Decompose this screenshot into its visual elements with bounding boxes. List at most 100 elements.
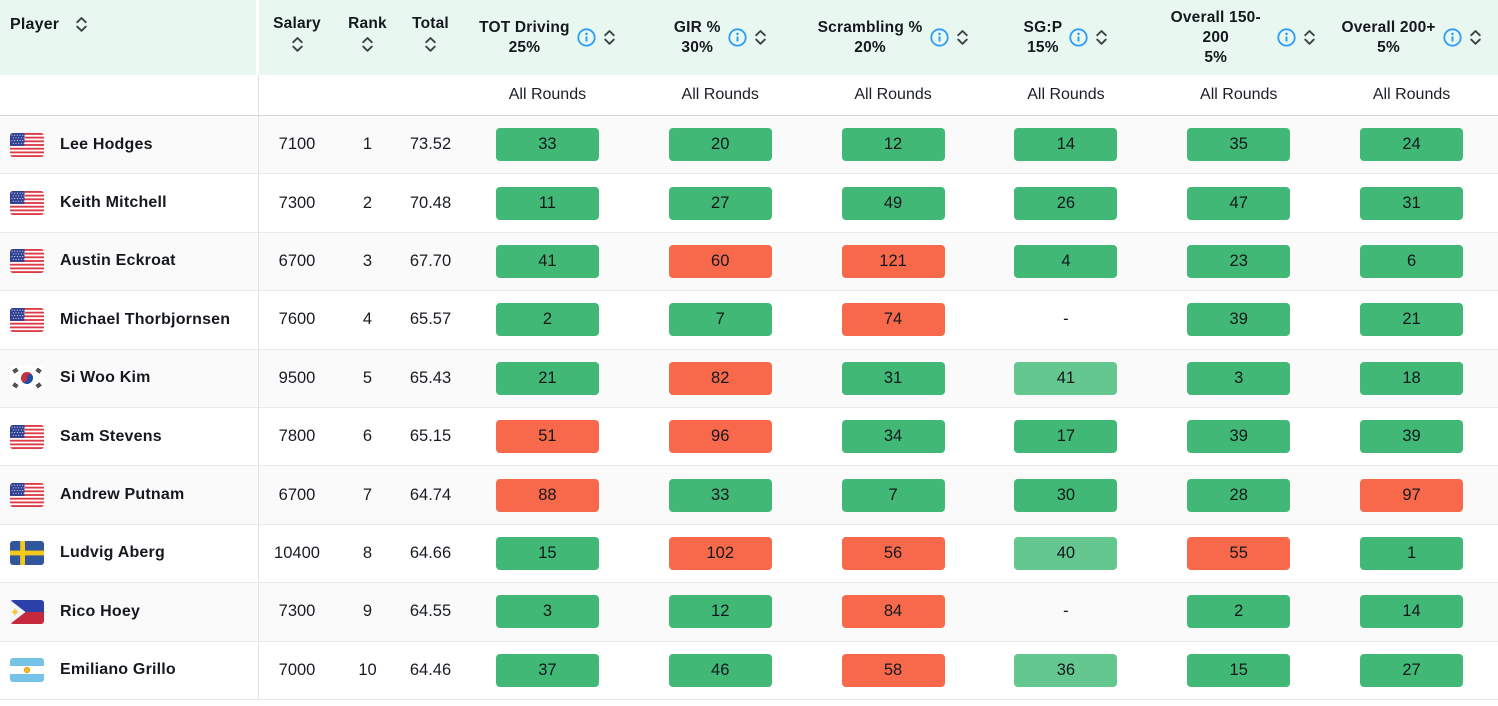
sort-icon[interactable] [75,16,88,33]
stat-rank-badge: 39 [1187,420,1291,454]
player-name: Keith Mitchell [60,194,167,212]
stat-rank-badge: 7 [668,303,772,337]
sort-icon[interactable] [1303,29,1316,46]
stat-rank-badge: 55 [1187,536,1291,570]
sort-icon[interactable] [754,29,767,46]
info-icon[interactable] [929,28,949,47]
stat-cell-overall-150-200: 55 [1152,525,1325,582]
player-cell: Keith Mitchell [0,174,259,232]
rank-cell: 10 [358,660,377,679]
column-header-player[interactable]: Player [0,0,259,75]
table-row: Rico Hoey 7300 9 64.55 3 12 84 - 2 14 [0,583,1498,642]
stat-cell-gir: 12 [634,583,807,640]
table-row: Sam Stevens 7800 6 65.15 51 96 34 17 39 … [0,407,1498,467]
stat-rank-badge: 58 [841,653,945,687]
column-header-tot-driving[interactable]: TOT Driving 25% [461,0,634,75]
stat-rank-badge: 20 [668,128,772,162]
rank-cell: 1 [362,135,373,154]
player-cell: Lee Hodges [0,116,259,174]
column-header-scrambling[interactable]: Scrambling % 20% [807,0,980,75]
stat-cell-tot-driving: 37 [461,642,634,699]
column-header-sgp[interactable]: SG:P 15% [979,0,1152,75]
subheader-all-rounds: All Rounds [1200,86,1278,103]
stat-rank-badge: 17 [1014,420,1118,454]
stat-rank-badge: 46 [668,653,772,687]
stat-cell-sgp: 40 [979,525,1152,582]
rank-column-label: Rank [348,15,387,32]
sort-icon[interactable] [603,29,616,46]
salary-cell: 6700 [278,251,316,270]
player-cell: Andrew Putnam [0,466,259,524]
column-header-rank[interactable]: Rank [335,0,400,75]
column-header-gir[interactable]: GIR % 30% [634,0,807,75]
player-name: Lee Hodges [60,135,153,153]
subheader-row: All Rounds All Rounds All Rounds All Rou… [0,75,1498,116]
sort-icon[interactable] [424,36,437,53]
salary-cell: 7800 [278,427,316,446]
stat-rank-badge: 23 [1187,244,1291,278]
stat-rank-badge: 3 [495,595,599,629]
stat-cell-overall-150-200: 39 [1152,291,1325,348]
salary-cell: 7100 [278,135,316,154]
total-cell: 64.74 [409,485,452,504]
column-header-overall-200plus[interactable]: Overall 200+ 5% [1325,0,1498,75]
column-header-salary[interactable]: Salary [259,0,335,75]
stat-rank-badge: 6 [1360,244,1464,278]
stat-rank-badge: 31 [1360,186,1464,220]
stat-cell-overall-200plus: 24 [1325,116,1498,173]
stat-rank-badge: 24 [1360,128,1464,162]
sort-icon[interactable] [1095,29,1108,46]
salary-cell: 10400 [274,543,320,562]
info-icon[interactable] [1277,28,1296,47]
stat-rank-badge: 121 [841,244,945,278]
player-cell: Michael Thorbjornsen [0,291,259,349]
stat-rank-badge: 11 [495,186,599,220]
player-name: Austin Eckroat [60,252,176,270]
total-cell: 67.70 [409,251,452,270]
stat-column-label: SG:P 15% [1023,18,1063,56]
table-row: Lee Hodges 7100 1 73.52 33 20 12 14 35 2… [0,116,1498,175]
stat-cell-overall-200plus: 18 [1325,350,1498,407]
sort-icon[interactable] [291,36,304,53]
player-name: Si Woo Kim [60,369,151,387]
stat-cell-tot-driving: 21 [461,350,634,407]
stat-rank-badge: 39 [1187,303,1291,337]
sort-icon[interactable] [956,29,969,46]
country-flag-icon [10,366,44,391]
stat-rank-badge: 96 [668,420,772,454]
stat-cell-overall-150-200: 23 [1152,233,1325,290]
info-icon[interactable] [1443,28,1462,47]
subheader-all-rounds: All Rounds [508,86,587,103]
column-header-total[interactable]: Total [400,0,461,75]
stat-cell-overall-200plus: 21 [1325,291,1498,348]
stat-cell-tot-driving: 41 [461,233,634,290]
player-name: Ludvig Aberg [60,544,165,562]
salary-cell: 7300 [278,193,316,212]
stat-cell-sgp: - [979,291,1152,348]
stat-rank-badge: 14 [1360,595,1464,629]
column-header-overall-150-200[interactable]: Overall 150-200 5% [1152,0,1325,75]
stat-cell-overall-200plus: 97 [1325,466,1498,523]
stat-rank-badge: 2 [1187,595,1291,629]
stat-cell-scrambling: 121 [807,233,980,290]
sort-icon[interactable] [1469,29,1482,46]
salary-cell: 9500 [278,368,316,387]
table-row: Andrew Putnam 6700 7 64.74 88 33 7 30 28… [0,466,1498,525]
stat-rank-badge: 49 [841,186,945,220]
stat-cell-scrambling: 12 [807,116,980,173]
info-icon[interactable] [1069,28,1088,47]
country-flag-icon [10,307,44,332]
stat-rank-badge: 3 [1187,361,1291,395]
stat-cell-sgp: 4 [979,233,1152,290]
country-flag-icon [10,249,44,274]
total-column-label: Total [412,15,449,32]
stat-rank-badge: 82 [668,361,772,395]
sort-icon[interactable] [361,36,374,53]
stat-cell-overall-150-200: 39 [1152,408,1325,465]
table-row: Keith Mitchell 7300 2 70.48 11 27 49 26 … [0,174,1498,233]
info-icon[interactable] [727,28,747,47]
stat-rank-badge: 84 [841,595,945,629]
rank-cell: 4 [362,310,373,329]
info-icon[interactable] [577,28,596,47]
